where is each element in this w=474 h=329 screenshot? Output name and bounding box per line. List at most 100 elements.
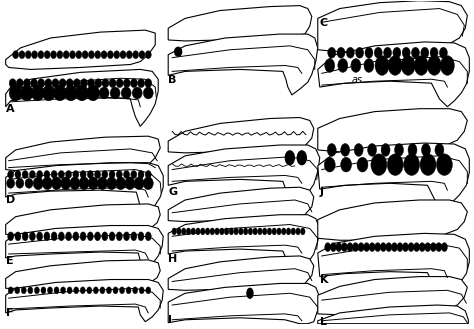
- PathPatch shape: [168, 145, 320, 205]
- Text: A: A: [6, 104, 14, 114]
- Text: G: G: [168, 187, 177, 197]
- Ellipse shape: [146, 287, 151, 294]
- Ellipse shape: [172, 228, 176, 235]
- Ellipse shape: [120, 51, 126, 59]
- Ellipse shape: [107, 287, 111, 294]
- Ellipse shape: [351, 59, 361, 72]
- Ellipse shape: [98, 177, 108, 190]
- Ellipse shape: [44, 51, 50, 59]
- PathPatch shape: [318, 200, 467, 240]
- Text: I: I: [168, 315, 172, 325]
- Ellipse shape: [374, 47, 382, 58]
- Ellipse shape: [8, 170, 14, 178]
- Ellipse shape: [7, 178, 15, 188]
- Ellipse shape: [52, 79, 59, 88]
- Ellipse shape: [25, 178, 33, 188]
- PathPatch shape: [6, 30, 155, 69]
- Ellipse shape: [41, 287, 46, 294]
- Ellipse shape: [368, 143, 376, 156]
- Ellipse shape: [134, 177, 144, 190]
- Ellipse shape: [364, 243, 370, 252]
- Ellipse shape: [131, 232, 137, 241]
- Ellipse shape: [28, 287, 33, 294]
- Ellipse shape: [73, 232, 79, 241]
- Ellipse shape: [238, 228, 243, 235]
- Ellipse shape: [42, 85, 55, 101]
- Ellipse shape: [393, 47, 401, 58]
- Ellipse shape: [420, 154, 436, 175]
- Ellipse shape: [411, 47, 419, 58]
- PathPatch shape: [168, 256, 314, 290]
- Ellipse shape: [330, 243, 336, 252]
- PathPatch shape: [6, 260, 160, 288]
- Ellipse shape: [51, 170, 57, 178]
- Ellipse shape: [124, 170, 129, 178]
- Ellipse shape: [285, 151, 294, 164]
- Ellipse shape: [133, 51, 138, 59]
- PathPatch shape: [6, 69, 158, 126]
- Ellipse shape: [325, 59, 335, 72]
- Ellipse shape: [397, 243, 403, 252]
- Ellipse shape: [219, 228, 224, 235]
- Ellipse shape: [394, 143, 403, 156]
- Ellipse shape: [143, 177, 153, 190]
- Ellipse shape: [145, 170, 151, 178]
- Ellipse shape: [132, 87, 142, 99]
- Ellipse shape: [186, 228, 191, 235]
- Ellipse shape: [121, 87, 131, 99]
- Ellipse shape: [324, 157, 335, 172]
- Ellipse shape: [263, 228, 267, 235]
- Ellipse shape: [356, 47, 364, 58]
- Ellipse shape: [16, 178, 24, 188]
- Ellipse shape: [67, 287, 72, 294]
- Ellipse shape: [296, 228, 301, 235]
- Ellipse shape: [58, 232, 64, 241]
- Ellipse shape: [116, 170, 122, 178]
- Ellipse shape: [145, 232, 151, 241]
- Ellipse shape: [404, 154, 419, 175]
- Ellipse shape: [364, 59, 374, 72]
- Ellipse shape: [328, 47, 336, 58]
- Ellipse shape: [353, 243, 358, 252]
- Ellipse shape: [66, 79, 73, 88]
- Ellipse shape: [421, 47, 429, 58]
- Ellipse shape: [401, 56, 415, 75]
- PathPatch shape: [6, 163, 163, 217]
- Ellipse shape: [191, 228, 195, 235]
- Ellipse shape: [196, 228, 200, 235]
- Ellipse shape: [388, 56, 402, 75]
- Ellipse shape: [44, 170, 50, 178]
- PathPatch shape: [168, 34, 318, 95]
- PathPatch shape: [318, 109, 467, 152]
- Ellipse shape: [425, 243, 431, 252]
- Ellipse shape: [80, 232, 86, 241]
- Ellipse shape: [31, 85, 44, 101]
- Ellipse shape: [175, 47, 182, 56]
- Ellipse shape: [123, 79, 130, 88]
- Ellipse shape: [73, 287, 79, 294]
- Ellipse shape: [81, 79, 88, 88]
- Ellipse shape: [201, 228, 205, 235]
- Ellipse shape: [29, 232, 36, 241]
- Ellipse shape: [75, 85, 89, 101]
- Ellipse shape: [22, 232, 28, 241]
- Ellipse shape: [327, 143, 336, 156]
- Ellipse shape: [100, 287, 105, 294]
- Ellipse shape: [109, 79, 116, 88]
- Ellipse shape: [108, 51, 113, 59]
- Ellipse shape: [125, 177, 135, 190]
- Ellipse shape: [23, 79, 30, 88]
- Ellipse shape: [73, 170, 79, 178]
- Ellipse shape: [102, 170, 108, 178]
- Ellipse shape: [89, 51, 94, 59]
- Ellipse shape: [95, 170, 100, 178]
- Ellipse shape: [347, 243, 353, 252]
- Ellipse shape: [371, 154, 387, 175]
- Ellipse shape: [45, 79, 52, 88]
- Ellipse shape: [113, 287, 118, 294]
- Ellipse shape: [73, 79, 81, 88]
- Ellipse shape: [109, 232, 115, 241]
- Ellipse shape: [61, 177, 71, 190]
- Text: D: D: [6, 195, 15, 205]
- Ellipse shape: [421, 143, 430, 156]
